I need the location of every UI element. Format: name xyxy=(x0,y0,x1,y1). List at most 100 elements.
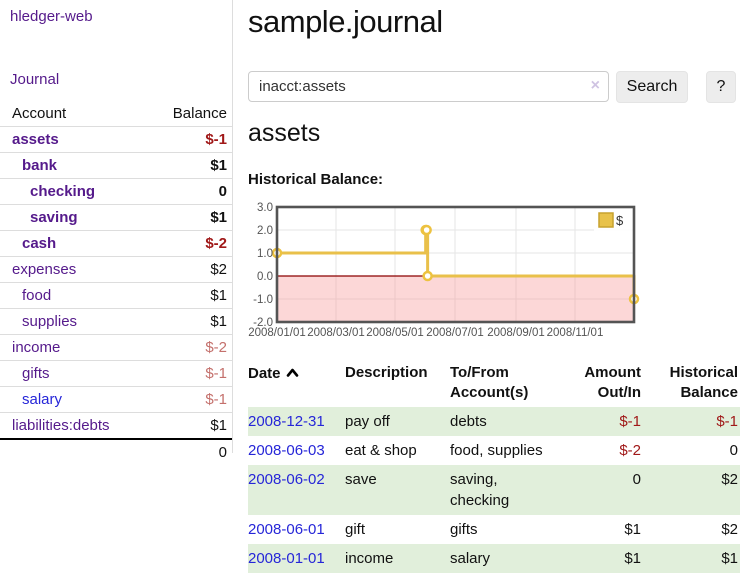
transaction-accounts: food, supplies xyxy=(450,441,543,459)
account-row: cash $-2 xyxy=(0,230,232,257)
account-row: supplies $1 xyxy=(0,308,232,335)
account-link-saving[interactable]: saving xyxy=(30,209,78,226)
account-link-salary[interactable]: salary xyxy=(22,391,63,408)
transaction-date-link[interactable]: 2008-06-01 xyxy=(248,520,325,538)
register-header-tofrom: To/From Account(s) xyxy=(450,364,529,402)
register-row: 2008-06-03 eat & shop food, supplies $-2… xyxy=(248,436,740,465)
account-balance: 0 xyxy=(142,178,232,205)
transaction-amount: $1 xyxy=(624,520,641,538)
account-balance: $2 xyxy=(142,256,232,283)
transaction-amount: 0 xyxy=(632,470,641,488)
account-page-title: assets xyxy=(248,119,321,147)
transaction-amount: $-1 xyxy=(619,412,641,430)
account-balance: $-2 xyxy=(142,230,232,257)
legend-label: $ xyxy=(616,213,624,228)
svg-text:2008/01/01: 2008/01/01 xyxy=(248,327,306,339)
register-table: Date Description To/From Account(s) Amou… xyxy=(248,360,740,573)
svg-text:2.0: 2.0 xyxy=(257,225,273,237)
transaction-amount: $-2 xyxy=(619,441,641,459)
svg-text:2008/07/01: 2008/07/01 xyxy=(426,327,484,339)
chart-data-point xyxy=(421,224,432,236)
transaction-amount: $1 xyxy=(624,549,641,567)
search-input[interactable] xyxy=(248,71,609,102)
svg-text:3.0: 3.0 xyxy=(257,202,273,214)
transaction-description: pay off xyxy=(345,412,390,430)
svg-text:-2.0: -2.0 xyxy=(253,317,273,329)
account-link-gifts[interactable]: gifts xyxy=(22,365,50,382)
transaction-date-link[interactable]: 2008-06-02 xyxy=(248,470,325,488)
svg-text:2008/03/01: 2008/03/01 xyxy=(307,327,365,339)
chart-data-point xyxy=(422,270,433,282)
account-row: salary $-1 xyxy=(0,386,232,413)
register-header-date[interactable]: Date xyxy=(248,360,345,407)
search-button[interactable]: Search xyxy=(616,71,688,103)
account-link-liabilities-debts[interactable]: liabilities:debts xyxy=(12,417,110,434)
transaction-date-link[interactable]: 2008-06-03 xyxy=(248,441,325,459)
account-row: assets $-1 xyxy=(0,126,232,153)
account-link-income[interactable]: income xyxy=(12,339,61,356)
transaction-description: income xyxy=(345,549,394,567)
account-link-expenses[interactable]: expenses xyxy=(12,261,77,278)
register-row: 2008-12-31 pay off debts $-1 $-1 xyxy=(248,406,740,436)
chart-vgrid xyxy=(335,207,576,322)
account-link-supplies[interactable]: supplies xyxy=(22,313,78,330)
account-row: expenses $2 xyxy=(0,256,232,283)
register-row: 2008-06-01 gift gifts $1 $2 xyxy=(248,515,740,544)
account-balance: $-2 xyxy=(142,334,232,361)
brand-link[interactable]: hledger-web xyxy=(10,8,93,25)
transaction-balance: $1 xyxy=(721,549,738,567)
accounts-total-value: 0 xyxy=(142,438,232,465)
svg-text:2008/11/01: 2008/11/01 xyxy=(547,327,604,339)
chart-legend: $ xyxy=(594,210,636,231)
svg-text:1.0: 1.0 xyxy=(257,248,273,260)
nav-journal-link[interactable]: Journal xyxy=(10,71,60,88)
register-header-amount: Amount Out/In xyxy=(584,364,641,402)
accounts-header-account: Account xyxy=(12,105,67,122)
transaction-accounts: gifts xyxy=(450,520,478,538)
account-link-cash[interactable]: cash xyxy=(22,235,57,252)
help-button[interactable]: ? xyxy=(706,71,736,103)
account-row: gifts $-1 xyxy=(0,360,232,387)
chart-xtick-labels: 2008/01/01 2008/03/01 2008/05/01 2008/07… xyxy=(248,327,603,339)
account-row: food $1 xyxy=(0,282,232,309)
account-link-bank[interactable]: bank xyxy=(22,157,58,174)
account-row: checking 0 xyxy=(0,178,232,205)
account-balance: $1 xyxy=(142,204,232,231)
svg-text:0.0: 0.0 xyxy=(257,271,273,283)
account-balance: $1 xyxy=(142,412,232,439)
account-link-assets[interactable]: assets xyxy=(12,131,59,148)
register-row: 2008-01-01 income salary $1 $1 xyxy=(248,543,740,573)
transaction-accounts: debts xyxy=(450,412,487,430)
transaction-description: eat & shop xyxy=(345,441,417,459)
transaction-balance: $2 xyxy=(721,470,738,488)
transaction-date-link[interactable]: 2008-01-01 xyxy=(248,549,325,567)
transaction-description: gift xyxy=(345,520,366,538)
chart-negative-region xyxy=(277,276,634,322)
historical-balance-chart: $ 3.0 2.0 1.0 0.0 -1.0 -2.0 2008/01/01 2… xyxy=(248,202,640,339)
transaction-balance: $-1 xyxy=(716,412,738,430)
page-title: sample.journal xyxy=(248,4,443,39)
search-form: × Search ? xyxy=(248,71,742,103)
accounts-header-row: Account Balance xyxy=(0,101,232,127)
transaction-balance: $2 xyxy=(721,520,738,538)
register-header-row: Date Description To/From Account(s) Amou… xyxy=(248,360,740,407)
transaction-balance: 0 xyxy=(729,441,738,459)
transaction-description: save xyxy=(345,470,377,488)
account-balance: $1 xyxy=(142,152,232,179)
register-header-balance: Historical Balance xyxy=(669,364,738,402)
chart-border xyxy=(275,205,636,324)
account-row: liabilities:debts $1 xyxy=(0,412,232,439)
legend-swatch xyxy=(598,212,614,228)
account-balance: $1 xyxy=(142,308,232,335)
account-balance: $-1 xyxy=(142,386,232,413)
transaction-date-link[interactable]: 2008-12-31 xyxy=(248,412,325,430)
account-balance: $-1 xyxy=(142,126,232,153)
account-row: saving $1 xyxy=(0,204,232,231)
account-link-checking[interactable]: checking xyxy=(30,183,96,200)
accounts-total-row: 0 xyxy=(0,438,232,465)
sidebar: hledger-web Journal Account Balance asse… xyxy=(0,0,233,465)
accounts-table: Account Balance assets $-1 bank $1 check… xyxy=(0,101,232,465)
search-input-wrap: × xyxy=(248,71,609,102)
clear-search-icon[interactable]: × xyxy=(590,77,600,94)
account-link-food[interactable]: food xyxy=(22,287,52,304)
